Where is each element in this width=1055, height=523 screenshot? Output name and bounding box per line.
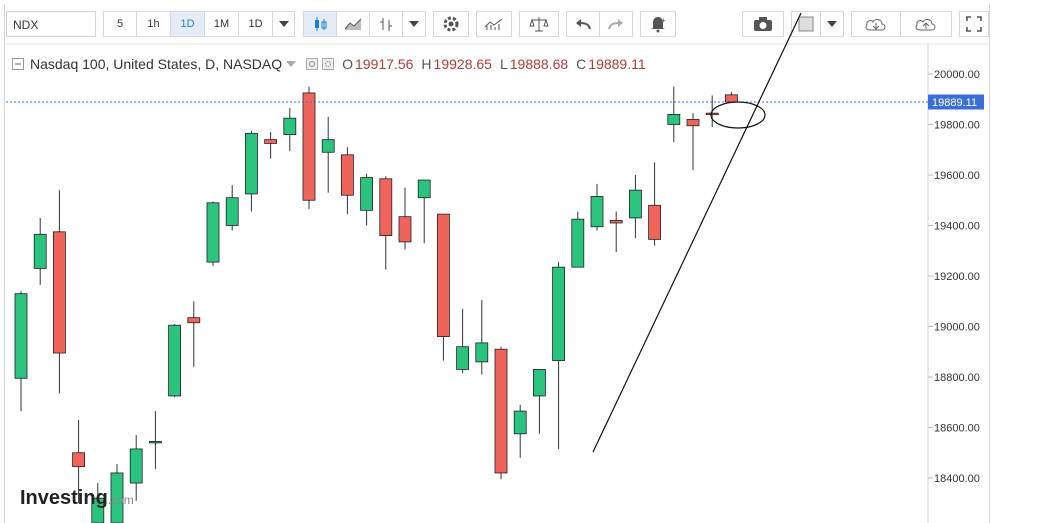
undo-icon <box>576 19 591 30</box>
low-value: 19888.68 <box>509 56 569 72</box>
compare-button[interactable] <box>519 11 559 37</box>
chevron-down-icon <box>827 21 837 27</box>
indicators-button[interactable] <box>476 11 512 37</box>
candles-style-button[interactable] <box>303 11 337 37</box>
open-label: O <box>342 56 354 72</box>
low-label: L <box>499 56 508 72</box>
svg-text:+: + <box>661 16 666 25</box>
cloud-download-icon <box>865 19 886 31</box>
gear-icon <box>443 16 459 32</box>
interval-dropdown[interactable]: 1D <box>239 11 273 37</box>
interval-1d[interactable]: 1D <box>171 11 205 37</box>
bars-style-button[interactable] <box>369 11 403 37</box>
square-icon <box>798 16 814 32</box>
logo-suffix: .com <box>107 493 134 507</box>
chevron-down-icon[interactable] <box>286 61 297 67</box>
interval-1h[interactable]: 1h <box>137 11 171 37</box>
logo-name: Investing <box>20 487 108 509</box>
close-value: 19889.11 <box>588 56 646 72</box>
load-chart-button[interactable] <box>851 11 901 37</box>
investing-logo: Investing.com <box>20 487 134 510</box>
area-chart-icon <box>344 18 362 30</box>
save-chart-button[interactable] <box>900 11 952 37</box>
collapse-icon[interactable] <box>12 58 24 70</box>
chart-title: Nasdaq 100, United States, D, NASDAQ <box>30 56 283 72</box>
alert-button[interactable]: + <box>640 11 676 37</box>
open-value: 19917.56 <box>355 56 414 72</box>
interval-5[interactable]: 5 <box>103 11 137 37</box>
symbol-input[interactable]: NDX <box>6 11 96 37</box>
cloud-upload-icon <box>915 19 936 31</box>
bars-icon <box>380 18 392 31</box>
indicators-icon <box>484 18 503 30</box>
snapshot-button[interactable] <box>742 11 784 37</box>
redo-button[interactable] <box>599 11 633 37</box>
fullscreen-button[interactable] <box>959 11 989 37</box>
layout-dropdown[interactable] <box>820 11 844 37</box>
scale-icon <box>529 17 549 32</box>
settings-button[interactable] <box>433 11 469 37</box>
high-value: 19928.65 <box>433 56 492 72</box>
chart-toolbar: NDX 5 1h 1D 1M 1D + <box>6 6 989 42</box>
eye-icon[interactable] <box>306 58 319 70</box>
close-label: C <box>576 56 587 72</box>
interval-more-button[interactable] <box>273 11 295 37</box>
undo-button[interactable] <box>566 11 600 37</box>
fullscreen-square-button[interactable] <box>791 11 821 37</box>
bell-icon: + <box>651 16 666 33</box>
camera-icon <box>754 17 772 31</box>
area-style-button[interactable] <box>336 11 370 37</box>
chart-style-dropdown[interactable] <box>402 11 426 37</box>
expand-icon <box>966 16 982 32</box>
chart-legend: Nasdaq 100, United States, D, NASDAQ O 19… <box>12 56 646 72</box>
redo-icon <box>608 19 623 30</box>
candles-icon <box>315 17 327 31</box>
high-label: H <box>421 56 432 72</box>
chart-frame <box>4 4 990 523</box>
chevron-down-icon <box>409 21 419 27</box>
chevron-down-icon <box>278 21 289 27</box>
settings-small-icon[interactable] <box>322 58 335 70</box>
interval-1m[interactable]: 1M <box>205 11 239 37</box>
